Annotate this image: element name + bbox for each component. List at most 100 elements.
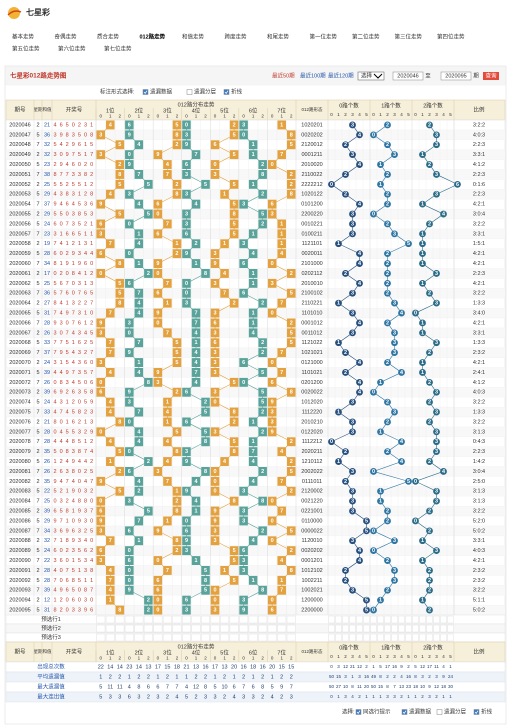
nav-tab[interactable]: 012路走势 <box>140 32 166 40</box>
number-digit: 7 <box>53 538 56 544</box>
trend-hit-digit: 9 <box>242 608 245 614</box>
preselect-label[interactable]: 预选行2 <box>41 624 61 632</box>
number-digit: 4 <box>53 370 56 376</box>
position-header: 7位 <box>277 106 286 114</box>
preselect-cell <box>433 615 440 624</box>
input-from-text[interactable]: 2020046 <box>397 73 418 79</box>
period-link[interactable]: 最近120期 <box>328 71 354 79</box>
preselect-cell <box>105 624 115 633</box>
trend-hit <box>125 150 134 160</box>
nav-tab[interactable]: 和尾走势 <box>267 32 290 40</box>
trend-hit-digit: 1 <box>194 509 197 515</box>
count-marker <box>335 458 342 465</box>
number-digit: 5 <box>78 182 81 188</box>
trend-hit <box>191 328 201 338</box>
trend-hit <box>125 318 134 328</box>
ratio-cell: 3:2:2 <box>473 419 485 425</box>
count-marker <box>426 458 433 465</box>
count-digit: 0 <box>372 548 375 554</box>
footer-option[interactable]: 遗漏分层 <box>444 707 467 715</box>
stats-value: 3 <box>393 694 396 699</box>
trend-hit-digit: 8 <box>204 271 207 277</box>
nav-tab[interactable]: 第一位走势 <box>310 32 338 40</box>
trend-hit-digit: 8 <box>204 439 207 445</box>
trend-hit <box>267 259 277 268</box>
count-digit: 3 <box>435 271 438 277</box>
count-value-header: 3 <box>351 112 354 117</box>
preselect-label[interactable]: 预选行3 <box>41 633 61 641</box>
stats-value: 11 <box>107 684 113 690</box>
preselect-cell <box>134 615 144 624</box>
trend-hit <box>153 209 163 219</box>
footer-option[interactable]: 遗漏数据 <box>409 707 432 715</box>
option-text[interactable]: 遗漏分层 <box>194 87 217 95</box>
week-cell: 7 <box>36 261 39 267</box>
trend-hit <box>182 387 191 397</box>
footer-option[interactable]: 折线 <box>481 707 493 715</box>
footer-option[interactable]: 同选行提示 <box>363 707 391 715</box>
trend-hit <box>229 496 239 506</box>
trend-hit <box>115 209 125 219</box>
number-digit: 0 <box>60 578 63 584</box>
number-digit: 8 <box>84 588 87 594</box>
number-digit: 5 <box>66 429 69 435</box>
number-digit: 7 <box>53 578 56 584</box>
trend-hit-digit: 1 <box>194 558 197 564</box>
trend-hit <box>229 150 239 160</box>
count-digit: 3 <box>393 538 396 544</box>
option-text[interactable]: 遗漏数据 <box>150 87 173 95</box>
nav-tab[interactable]: 质合走势 <box>97 32 120 40</box>
pattern-cell: 1101021 <box>301 370 322 376</box>
trend-hit-digit: 3 <box>214 390 217 396</box>
trend-hit-digit: 1 <box>194 261 197 267</box>
period-link[interactable]: 最近100期 <box>300 71 326 79</box>
sum-cell: 37 <box>44 350 50 356</box>
nav-tab[interactable]: 第五位走势 <box>12 44 40 52</box>
trend-hit <box>115 160 125 169</box>
select-text[interactable]: 选择 <box>361 71 373 79</box>
trend-hit <box>229 130 239 140</box>
input-to-text[interactable]: 2020095 <box>445 73 466 79</box>
number-digit: 5 <box>78 202 81 208</box>
trend-hit <box>96 199 106 209</box>
trend-hit <box>277 239 286 249</box>
week-cell: 5 <box>36 608 39 614</box>
number-digit: 3 <box>53 152 56 158</box>
number-digit: 8 <box>53 608 56 614</box>
nav-tab[interactable]: 第二位走势 <box>352 32 380 40</box>
trend-hit <box>191 348 201 358</box>
option-text[interactable]: 折线 <box>231 87 243 95</box>
number-digit: 2 <box>84 192 87 198</box>
nav-tab[interactable]: 和值走势 <box>182 32 205 40</box>
number-digit: 1 <box>60 261 63 267</box>
issue-cell: 2020057 <box>9 231 30 237</box>
number-digit: 2 <box>66 548 69 554</box>
number-digit: 7 <box>90 370 93 376</box>
number-digit: 4 <box>53 410 56 416</box>
nav-tab[interactable]: 跨度走势 <box>225 32 248 40</box>
query-text[interactable]: 查询 <box>485 71 497 79</box>
count-value-header: 0 <box>330 654 333 659</box>
number-digit: 7 <box>66 479 69 485</box>
preselect-label[interactable]: 预选行1 <box>41 615 61 623</box>
count-marker <box>384 200 391 208</box>
number-digit: 2 <box>84 469 87 475</box>
trend-hit <box>201 467 210 476</box>
number-digit: 8 <box>60 380 63 386</box>
nav-tab[interactable]: 第七位走势 <box>104 44 132 52</box>
count-digit: 1 <box>421 251 424 257</box>
count-marker <box>377 378 384 386</box>
number-digit: 5 <box>84 212 87 218</box>
stats-value: 6 <box>233 684 236 690</box>
stats-value: 15 <box>288 664 294 670</box>
nav-tab[interactable]: 基本走势 <box>12 32 35 40</box>
toolbar <box>5 66 506 86</box>
trend-hit <box>210 397 220 407</box>
pattern-cell: 0100211 <box>301 231 322 237</box>
period-link[interactable]: 最近50期 <box>272 71 295 79</box>
nav-tab[interactable]: 第三位走势 <box>395 32 423 40</box>
count-digit: 3 <box>351 400 354 406</box>
nav-tab[interactable]: 奇偶走势 <box>55 32 78 40</box>
nav-tab[interactable]: 第六位走势 <box>58 44 86 52</box>
nav-tab[interactable]: 第四位走势 <box>437 32 465 40</box>
